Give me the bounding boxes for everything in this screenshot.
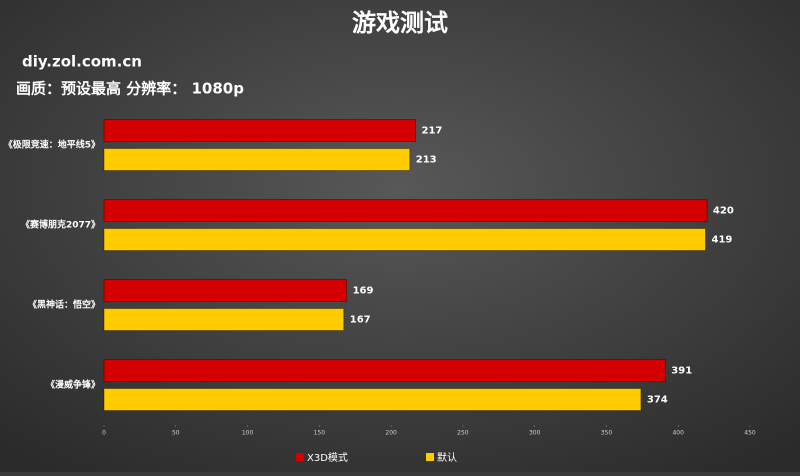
x-tick-label: 50 — [172, 430, 180, 437]
legend-label: X3D模式 — [307, 451, 348, 464]
bar — [103, 119, 417, 142]
bar — [103, 279, 348, 302]
subtitle: 画质：预设最高 分辨率： 1080p — [16, 80, 244, 98]
watermark: diy.zol.com.cn — [22, 53, 142, 71]
category-label: 《漫威争锋》 — [46, 379, 100, 391]
data-label: 419 — [711, 235, 732, 246]
data-label: 374 — [647, 395, 668, 406]
x-tick-label: 0 — [102, 430, 106, 437]
bar — [103, 359, 666, 382]
data-label: 217 — [422, 126, 443, 137]
chart-title: 游戏测试 — [352, 9, 448, 37]
bar — [103, 308, 345, 331]
x-tick-label: 300 — [529, 430, 541, 437]
data-label: 391 — [671, 366, 692, 377]
category-label: 《黑神话：悟空》 — [28, 299, 100, 311]
data-label: 420 — [713, 206, 734, 217]
legend-swatch — [426, 453, 434, 461]
data-label: 167 — [350, 315, 371, 326]
legend-label: 默认 — [437, 451, 457, 464]
category-label: 《极限竞速：地平线5》 — [4, 139, 100, 151]
x-tick-label: 350 — [601, 430, 613, 437]
x-tick-label: 100 — [242, 430, 254, 437]
bar — [103, 228, 706, 251]
x-tick-label: 150 — [314, 430, 326, 437]
bar — [103, 388, 642, 411]
category-label: 《赛博朋克2077》 — [21, 219, 100, 231]
x-tick-label: 450 — [744, 430, 756, 437]
x-tick-label: 400 — [672, 430, 684, 437]
bar — [103, 148, 411, 171]
data-label: 213 — [416, 155, 437, 166]
x-tick-label: 250 — [457, 430, 469, 437]
data-label: 169 — [353, 286, 374, 297]
legend-swatch — [296, 453, 304, 461]
x-tick-label: 200 — [385, 430, 397, 437]
bar — [103, 199, 708, 222]
